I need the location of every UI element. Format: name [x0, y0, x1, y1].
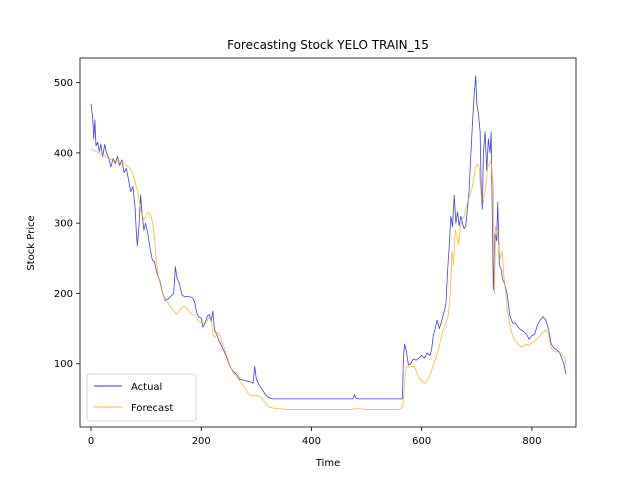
y-tick-label: 500	[54, 78, 73, 89]
legend-label-forecast: Forecast	[131, 403, 173, 414]
chart-title: Forecasting Stock YELO TRAIN_15	[227, 38, 429, 52]
x-tick-label: 200	[192, 436, 211, 447]
legend-label-actual: Actual	[131, 382, 162, 393]
series-line-actual	[90, 75, 567, 400]
y-tick-label: 100	[54, 359, 73, 370]
y-tick-label: 200	[54, 289, 73, 300]
x-tick-label: 0	[88, 436, 94, 447]
plot-frame	[79, 57, 577, 428]
x-tick-label: 600	[412, 436, 431, 447]
series-line-forecast	[90, 148, 567, 410]
series-layer	[90, 75, 567, 410]
x-tick-label: 800	[522, 436, 541, 447]
y-tick-label: 400	[54, 148, 73, 159]
x-axis: 0 200 400 600 800	[88, 427, 541, 447]
x-axis-title: Time	[315, 458, 340, 469]
y-axis: 100 200 300 400 500	[54, 78, 80, 370]
legend: Actual Forecast	[86, 373, 197, 422]
x-tick-label: 400	[302, 436, 321, 447]
y-axis-title: Stock Price	[26, 215, 37, 270]
y-tick-label: 300	[54, 219, 73, 230]
plot-area	[80, 58, 576, 427]
